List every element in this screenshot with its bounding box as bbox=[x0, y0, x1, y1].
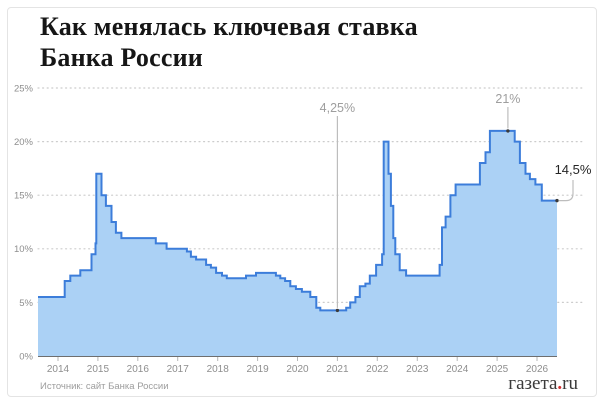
annotation-point-dot bbox=[506, 129, 510, 133]
logo-red-dot: . bbox=[557, 373, 563, 394]
y-axis-label: 15% bbox=[14, 191, 34, 202]
annotation-elbow-line bbox=[559, 180, 574, 202]
title-line-2: Банка России bbox=[40, 43, 203, 72]
x-axis-label: 2021 bbox=[326, 364, 349, 375]
x-axis-label: 2018 bbox=[207, 364, 230, 375]
x-axis-label: 2026 bbox=[526, 364, 549, 375]
x-axis-label: 2022 bbox=[366, 364, 389, 375]
rate-step-line bbox=[38, 129, 557, 312]
gazeta-logo: газета.ru bbox=[508, 373, 578, 395]
x-axis-label: 2015 bbox=[87, 364, 110, 375]
x-axis-label: 2023 bbox=[406, 364, 429, 375]
x-axis-label: 2019 bbox=[246, 364, 269, 375]
rate-area-fill bbox=[38, 130, 557, 356]
annotation-label: 4,25% bbox=[320, 101, 355, 115]
logo-name: газета bbox=[508, 373, 558, 394]
y-axis-label: 5% bbox=[19, 298, 33, 309]
logo-tld: ru bbox=[562, 373, 578, 394]
annotation-label-final: 14,5% bbox=[555, 162, 592, 177]
y-axis-label: 25% bbox=[14, 83, 34, 94]
y-axis-label: 0% bbox=[19, 351, 33, 362]
page-title: Как менялась ключевая ставка Банка Росси… bbox=[40, 11, 418, 73]
annotation-point-dot bbox=[555, 198, 559, 203]
y-axis-label: 10% bbox=[14, 244, 34, 255]
x-axis-label: 2020 bbox=[286, 364, 309, 375]
x-axis-label: 2016 bbox=[127, 364, 150, 375]
title-line-1: Как менялась ключевая ставка bbox=[40, 12, 418, 41]
x-axis-label: 2025 bbox=[486, 364, 509, 375]
y-axis-label: 20% bbox=[14, 137, 34, 148]
x-axis-label: 2024 bbox=[446, 364, 469, 375]
x-axis-label: 2017 bbox=[167, 364, 190, 375]
x-axis-label: 2014 bbox=[47, 364, 70, 375]
source-credit: Источник: сайт Банка России bbox=[40, 381, 169, 392]
annotation-label: 21% bbox=[495, 92, 520, 106]
annotation-point-dot bbox=[335, 308, 340, 313]
